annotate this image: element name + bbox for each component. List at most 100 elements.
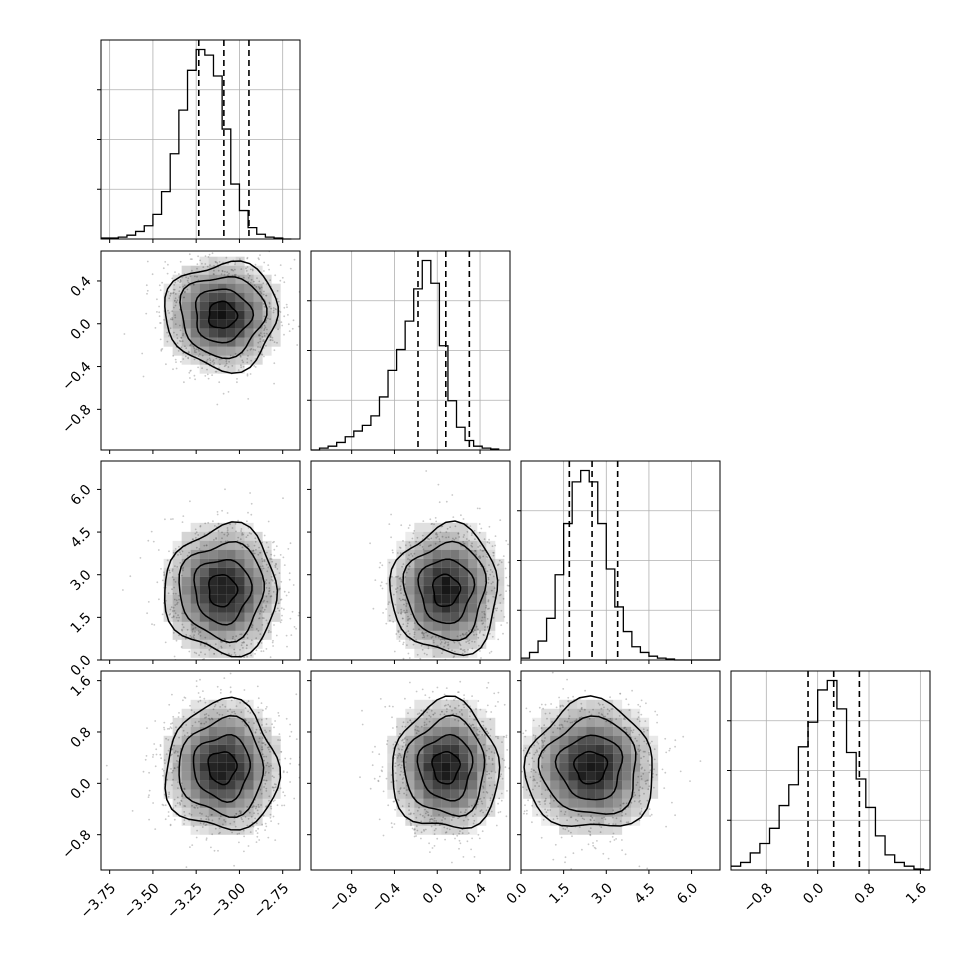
- scatter-point: [401, 805, 404, 808]
- scatter-point: [224, 270, 226, 273]
- scatter-point: [231, 365, 234, 367]
- scatter-point: [147, 539, 150, 542]
- scatter-point: [174, 293, 177, 295]
- density-cell: [432, 780, 442, 790]
- scatter-point: [544, 737, 546, 739]
- scatter-point: [397, 630, 400, 632]
- scatter-point: [201, 367, 204, 370]
- scatter-point: [194, 378, 197, 381]
- scatter-point: [638, 750, 641, 753]
- density-cell: [396, 576, 406, 586]
- scatter-point: [430, 665, 432, 667]
- scatter-point: [161, 613, 164, 616]
- scatter-point: [171, 753, 173, 756]
- density-cell: [235, 753, 245, 763]
- density-cell: [217, 603, 227, 613]
- scatter-point: [179, 553, 182, 556]
- scatter-point: [148, 794, 150, 797]
- scatter-point: [160, 349, 163, 352]
- density-cell: [190, 337, 200, 347]
- scatter-point: [416, 809, 419, 812]
- panel-content: [521, 671, 702, 870]
- density-cell: [613, 798, 623, 808]
- density-cell: [235, 789, 245, 799]
- density-cell: [414, 789, 424, 799]
- scatter-point: [410, 553, 412, 555]
- scatter-point: [590, 815, 592, 818]
- density-cell: [199, 256, 209, 266]
- panel-content: [123, 243, 300, 406]
- scatter-point: [240, 711, 243, 714]
- scatter-point: [232, 663, 234, 665]
- scatter-point: [209, 718, 211, 721]
- scatter-point: [400, 611, 403, 613]
- scatter-point: [428, 720, 431, 723]
- scatter-point: [641, 787, 644, 790]
- scatter-point: [265, 563, 268, 566]
- scatter-point: [272, 311, 275, 314]
- scatter-point: [433, 523, 435, 526]
- scatter-point: [407, 527, 410, 529]
- scatter-point: [394, 741, 397, 743]
- scatter-point: [403, 594, 405, 596]
- scatter-point: [466, 530, 469, 533]
- scatter-point: [402, 641, 405, 644]
- scatter-point: [254, 732, 257, 734]
- scatter-point: [458, 832, 461, 835]
- scatter-point: [225, 360, 228, 363]
- scatter-point: [488, 525, 491, 528]
- scatter-point: [220, 645, 223, 648]
- scatter-point: [575, 818, 577, 821]
- density-cell: [244, 540, 254, 550]
- scatter-point: [441, 652, 443, 655]
- scatter-point: [243, 835, 246, 838]
- scatter-point: [583, 708, 586, 711]
- scatter-point: [260, 702, 263, 704]
- density-cell: [235, 558, 245, 568]
- scatter-point: [640, 778, 643, 780]
- scatter-point: [178, 290, 181, 293]
- density-cell: [423, 630, 433, 640]
- density-cell: [495, 789, 505, 799]
- density-cell: [577, 726, 587, 736]
- density-cell: [613, 762, 623, 772]
- scatter-point: [468, 639, 471, 642]
- scatter-point: [653, 748, 656, 751]
- scatter-point: [198, 720, 200, 723]
- scatter-point: [530, 770, 533, 773]
- scatter-point: [263, 315, 266, 318]
- density-cell: [262, 771, 272, 781]
- scatter-point: [275, 634, 278, 637]
- density-cell: [586, 798, 596, 808]
- scatter-point: [647, 760, 649, 762]
- scatter-point: [393, 650, 396, 653]
- scatter-point: [648, 808, 651, 810]
- scatter-point: [569, 721, 572, 724]
- scatter-point: [274, 574, 277, 576]
- scatter-point: [215, 243, 217, 245]
- scatter-point: [177, 760, 180, 763]
- scatter-point: [247, 398, 250, 400]
- scatter-point: [270, 307, 273, 310]
- scatter-point: [474, 807, 477, 810]
- scatter-point: [260, 642, 263, 644]
- scatter-point: [597, 702, 600, 705]
- scatter-point: [483, 610, 486, 613]
- scatter-point: [420, 644, 423, 647]
- density-cell: [586, 708, 596, 718]
- density-cell: [181, 789, 191, 799]
- density-cell: [441, 603, 451, 613]
- scatter-point: [276, 607, 279, 610]
- scatter-point: [240, 268, 243, 270]
- x-tick-label: 6.0: [674, 880, 701, 907]
- scatter-point: [199, 696, 202, 698]
- scatter-point: [261, 353, 264, 356]
- scatter-point: [283, 590, 286, 593]
- scatter-point: [295, 627, 297, 630]
- panel-frame: [100, 460, 301, 661]
- scatter-point: [464, 633, 467, 635]
- density-cell: [577, 798, 587, 808]
- scatter-point: [542, 744, 545, 747]
- scatter-point: [174, 358, 177, 361]
- density-cell: [181, 558, 191, 568]
